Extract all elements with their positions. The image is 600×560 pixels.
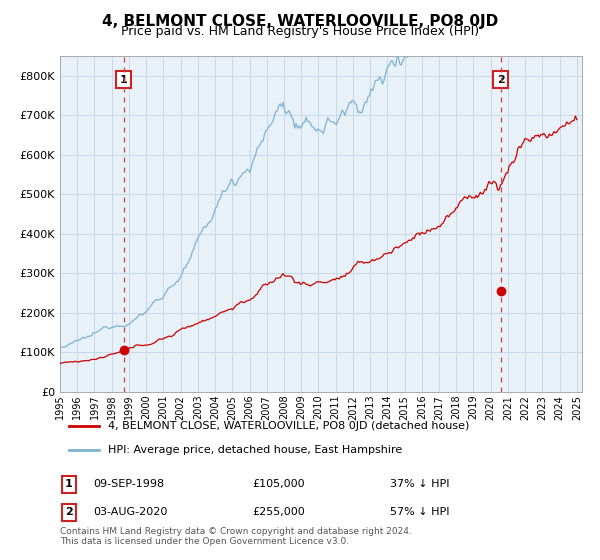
Text: £255,000: £255,000 [252, 507, 305, 517]
Text: 1: 1 [119, 74, 127, 85]
Text: HPI: Average price, detached house, East Hampshire: HPI: Average price, detached house, East… [107, 445, 402, 455]
Text: 2: 2 [497, 74, 505, 85]
Text: 37% ↓ HPI: 37% ↓ HPI [390, 479, 449, 489]
Text: 2: 2 [65, 507, 73, 517]
Text: Contains HM Land Registry data © Crown copyright and database right 2024.
This d: Contains HM Land Registry data © Crown c… [60, 526, 412, 546]
Text: 4, BELMONT CLOSE, WATERLOOVILLE, PO8 0JD: 4, BELMONT CLOSE, WATERLOOVILLE, PO8 0JD [102, 14, 498, 29]
Text: 4, BELMONT CLOSE, WATERLOOVILLE, PO8 0JD (detached house): 4, BELMONT CLOSE, WATERLOOVILLE, PO8 0JD… [107, 421, 469, 431]
Text: 57% ↓ HPI: 57% ↓ HPI [390, 507, 449, 517]
Text: £105,000: £105,000 [252, 479, 305, 489]
Text: 09-SEP-1998: 09-SEP-1998 [93, 479, 164, 489]
Text: 03-AUG-2020: 03-AUG-2020 [93, 507, 167, 517]
Text: Price paid vs. HM Land Registry's House Price Index (HPI): Price paid vs. HM Land Registry's House … [121, 25, 479, 38]
Text: 1: 1 [65, 479, 73, 489]
